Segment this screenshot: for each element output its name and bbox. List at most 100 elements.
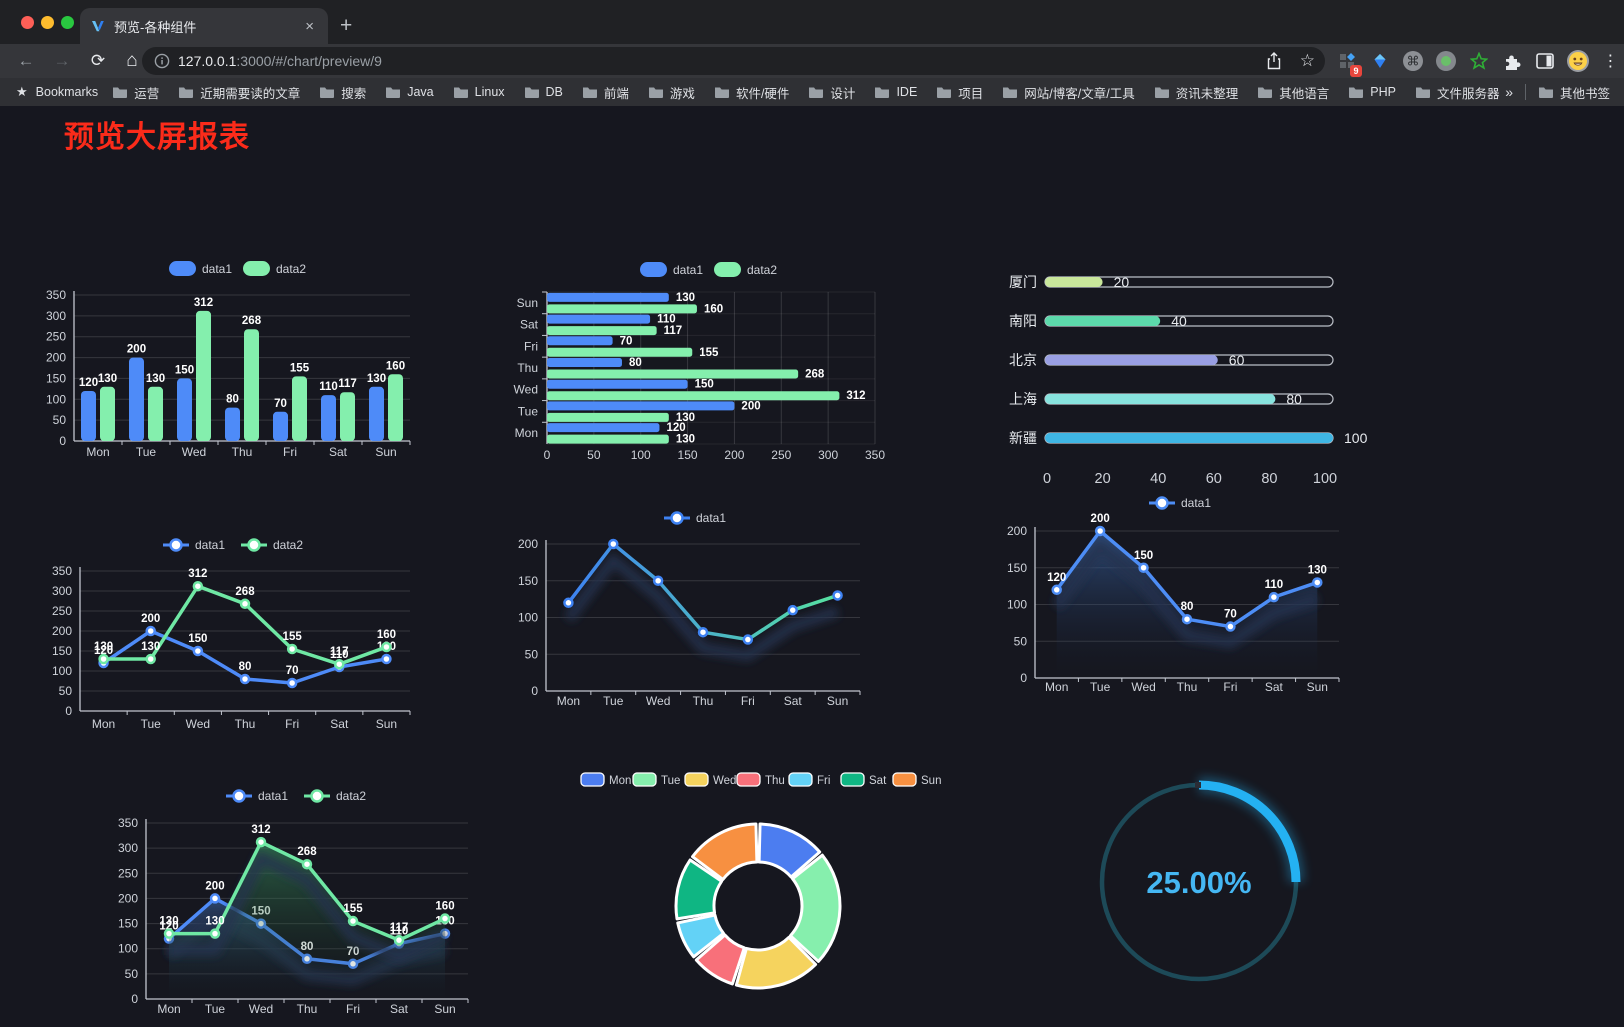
svg-text:300: 300 <box>46 309 66 323</box>
svg-text:117: 117 <box>390 922 409 934</box>
bookmarks-star-icon[interactable]: ★ <box>16 84 28 99</box>
svg-text:60: 60 <box>1206 471 1222 487</box>
pie-slice-Thu[interactable] <box>694 933 746 986</box>
legend-item-data2[interactable]: data2 <box>243 261 306 276</box>
tab-close-icon[interactable]: × <box>305 17 314 35</box>
legend-item-Fri[interactable]: Fri <box>788 772 830 787</box>
svg-text:80: 80 <box>629 357 642 369</box>
gem-extension-icon[interactable] <box>1363 45 1396 77</box>
bookmark-folder[interactable]: 设计 <box>808 83 855 102</box>
svg-text:100: 100 <box>1313 471 1337 487</box>
other-bookmarks-folder[interactable]: 其他书签 <box>1538 83 1610 102</box>
browser-toolbar: ← → ⟳ ⌂ 127.0.0.1:3000/#/chart/preview/9… <box>0 44 1624 78</box>
bookmark-folder[interactable]: Linux <box>453 85 505 99</box>
legend-item-Mon[interactable]: Mon <box>580 772 631 787</box>
legend-item-data2[interactable]: data2 <box>241 538 303 552</box>
legend-item-data2[interactable]: data2 <box>714 262 777 277</box>
svg-text:200: 200 <box>1007 524 1027 538</box>
bookmark-folder[interactable]: PHP <box>1348 85 1396 99</box>
share-icon[interactable] <box>1266 52 1282 70</box>
folder-icon <box>1003 87 1018 98</box>
legend-item-Tue[interactable]: Tue <box>632 772 680 787</box>
pie-slice-Mon[interactable] <box>757 822 822 879</box>
chart-line-two-area[interactable]: data1 data2 0 50 100 150 200 250 300 350 Mon Tue Wed… <box>96 784 500 1020</box>
svg-text:50: 50 <box>1014 634 1028 648</box>
svg-text:Wed: Wed <box>182 445 206 459</box>
pie-slice-Wed[interactable] <box>734 935 818 990</box>
chart-bar-vertical[interactable]: data1 data2 0 50 100 150 200 250 300 350 Mon Tue Wed… <box>34 253 436 471</box>
chart-line-two-series[interactable]: data1 data2 0 50 100 150 200 250 300 350 Mon Tue Wed… <box>34 531 436 753</box>
svg-text:110: 110 <box>330 649 349 661</box>
legend-item-data1[interactable]: data1 <box>169 261 232 276</box>
chart-donut[interactable]: Mon Tue Wed Thu Fri Sat Sun <box>558 766 960 1016</box>
legend-item-data1[interactable]: data1 <box>1149 496 1211 510</box>
forward-button[interactable]: → <box>53 51 71 70</box>
browser-menu-icon[interactable]: ⋮ <box>1602 53 1619 70</box>
legend-item-data2[interactable]: data2 <box>304 789 366 803</box>
svg-text:Tue: Tue <box>141 717 162 731</box>
svg-text:70: 70 <box>274 398 287 410</box>
legend-item-Wed[interactable]: Wed <box>684 772 736 787</box>
bookmark-folder[interactable]: Java <box>385 85 434 99</box>
legend-item-data1[interactable]: data1 <box>640 262 703 277</box>
svg-text:50: 50 <box>525 647 539 661</box>
close-window-button[interactable] <box>21 15 34 29</box>
hbar-data2-Thu <box>547 369 799 379</box>
bookmark-folder[interactable]: DB <box>524 85 563 99</box>
site-info-icon[interactable] <box>154 53 170 69</box>
svg-text:100: 100 <box>1344 430 1368 446</box>
reload-button[interactable]: ⟳ <box>90 51 106 70</box>
bookmark-folder[interactable]: 资讯未整理 <box>1154 83 1238 102</box>
bookmark-star-icon[interactable]: ☆ <box>1299 51 1315 70</box>
bookmarks-label[interactable]: Bookmarks <box>35 85 99 99</box>
svg-text:100: 100 <box>1007 598 1027 612</box>
chart-progress-list[interactable]: 厦门 20 南阳 40 北京 60 上海 80 新疆 100 0 20 40 60 80 100 <box>985 258 1387 493</box>
bookmark-folder[interactable]: 游戏 <box>648 83 695 102</box>
pie-slice-Fri[interactable] <box>676 913 725 959</box>
command-extension-icon[interactable]: ⌘ <box>1396 45 1429 77</box>
chart-line-gradient[interactable]: data1 0 50 100 150 200 Mon Tue Wed Thu Fri Sat Sun <box>498 504 896 719</box>
legend-item-Sun[interactable]: Sun <box>892 772 941 787</box>
legend-item-data1[interactable]: data1 <box>226 789 288 803</box>
bookmark-folder[interactable]: 运营 <box>112 83 159 102</box>
bookmark-folder[interactable]: 其他语言 <box>1257 83 1329 102</box>
bar-data2-Thu <box>244 329 259 441</box>
bookmark-folder[interactable]: 文件服务器 <box>1415 83 1499 102</box>
bookmark-folder[interactable]: 软件/硬件 <box>714 83 789 102</box>
bookmark-folder[interactable]: 搜索 <box>319 83 366 102</box>
green-star-extension-icon[interactable] <box>1462 45 1495 77</box>
browser-tab[interactable]: 预览-各种组件 × <box>80 8 328 44</box>
zoom-window-button[interactable] <box>61 15 74 29</box>
bookmarks-overflow-chevron[interactable]: » <box>1505 84 1513 100</box>
legend-item-Thu[interactable]: Thu <box>736 772 785 787</box>
svg-text:70: 70 <box>1224 609 1237 621</box>
chart-line-area[interactable]: data1 0 50 100 150 200 Mon Tue Wed Thu Fri Sat Sun 12… <box>983 489 1381 704</box>
pie-slice-Sat[interactable] <box>674 858 724 921</box>
address-bar[interactable]: 127.0.0.1:3000/#/chart/preview/9 ☆ <box>142 47 1325 75</box>
svg-text:25.00%: 25.00% <box>1146 865 1251 900</box>
new-tab-button[interactable]: + <box>340 14 353 37</box>
minimize-window-button[interactable] <box>41 15 54 29</box>
home-button[interactable]: ⌂ <box>126 50 138 71</box>
legend-item-Sat[interactable]: Sat <box>840 772 887 787</box>
bookmark-folder[interactable]: 项目 <box>936 83 983 102</box>
profile-avatar[interactable] <box>1561 45 1594 77</box>
bookmark-folder[interactable]: 近期需要读的文章 <box>178 83 300 102</box>
bookmark-folder[interactable]: 网站/博客/文章/工具 <box>1002 83 1135 102</box>
pie-slice-Tue[interactable] <box>788 853 842 963</box>
pie-slice-Sun[interactable] <box>691 822 759 882</box>
legend-item-data1[interactable]: data1 <box>163 538 225 552</box>
puzzle-extensions-icon[interactable] <box>1495 45 1528 77</box>
back-button[interactable]: ← <box>17 51 35 70</box>
legend-item-data1[interactable]: data1 <box>664 511 726 525</box>
bookmark-folder[interactable]: IDE <box>874 85 917 99</box>
svg-text:Sun: Sun <box>434 1002 455 1016</box>
bookmark-folder-label: 搜索 <box>341 86 367 101</box>
bookmark-folder[interactable]: 前端 <box>582 83 629 102</box>
chart-gauge[interactable]: 25.00% <box>1093 772 1307 992</box>
record-dot-extension-icon[interactable] <box>1429 45 1462 77</box>
side-panel-icon[interactable] <box>1528 45 1561 77</box>
svg-text:200: 200 <box>118 891 138 905</box>
grid-extension-icon[interactable]: 9 <box>1330 45 1363 77</box>
chart-bar-horizontal[interactable]: data1 data2 0 50 100 150 200 250 300 350 Sun 130 160… <box>505 254 907 472</box>
